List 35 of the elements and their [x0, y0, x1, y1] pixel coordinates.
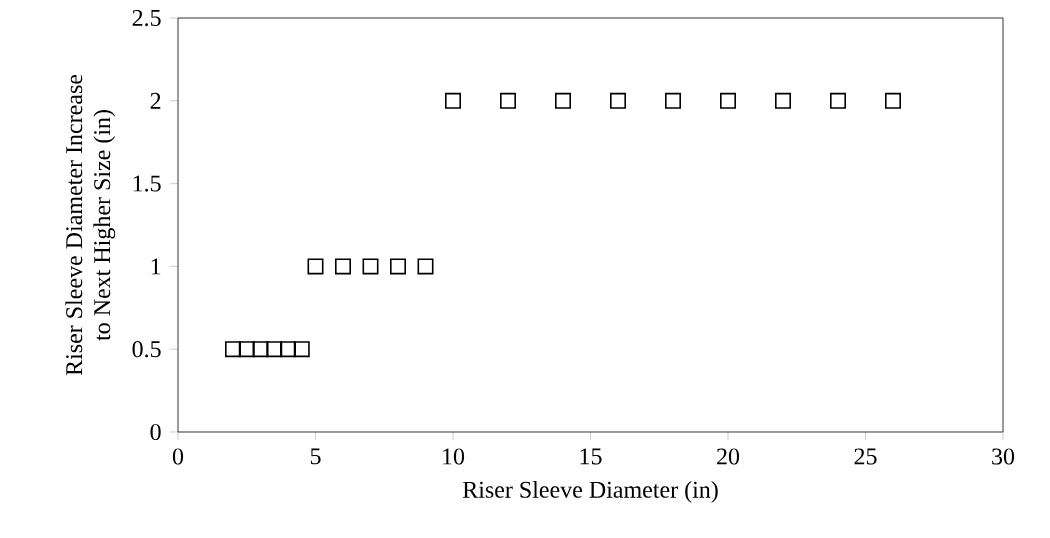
x-tick-label: 30 — [992, 448, 1015, 465]
y-tick-label: 2.5 — [132, 9, 161, 27]
point — [307, 258, 324, 275]
point — [252, 341, 269, 358]
point — [500, 92, 516, 109]
point — [238, 341, 255, 358]
x-axis-title: Riser Sleeve Diameter (in) — [462, 480, 718, 503]
y-tick-label: 1.5 — [133, 175, 161, 192]
y-tick-label: 2 — [150, 92, 161, 109]
x-tick-label: 25 — [854, 448, 877, 465]
point — [293, 341, 310, 358]
point — [390, 258, 406, 275]
x-tick-label: 5 — [310, 448, 321, 465]
point — [555, 92, 572, 109]
point — [417, 258, 434, 275]
point — [610, 92, 626, 109]
point — [445, 92, 461, 109]
point — [720, 92, 736, 109]
x-tick-label: 15 — [580, 448, 602, 465]
y-tick-label: 0 — [150, 423, 161, 441]
point — [665, 92, 681, 109]
point — [335, 258, 352, 275]
y-axis-title: Riser Sleeve Diameter Increase to Next Higher Size (in) — [65, 74, 116, 376]
point — [266, 341, 283, 358]
x-tick-label: 0 — [172, 448, 184, 465]
point — [280, 341, 297, 358]
point — [362, 258, 379, 275]
y-tick-label: 0.5 — [132, 341, 161, 358]
point — [775, 92, 791, 109]
x-tick-label: 20 — [717, 448, 740, 465]
point — [830, 92, 847, 109]
y-tick-label: 1 — [151, 258, 161, 275]
x-tick-label: 10 — [443, 448, 465, 465]
point — [225, 341, 242, 358]
point — [885, 92, 901, 109]
